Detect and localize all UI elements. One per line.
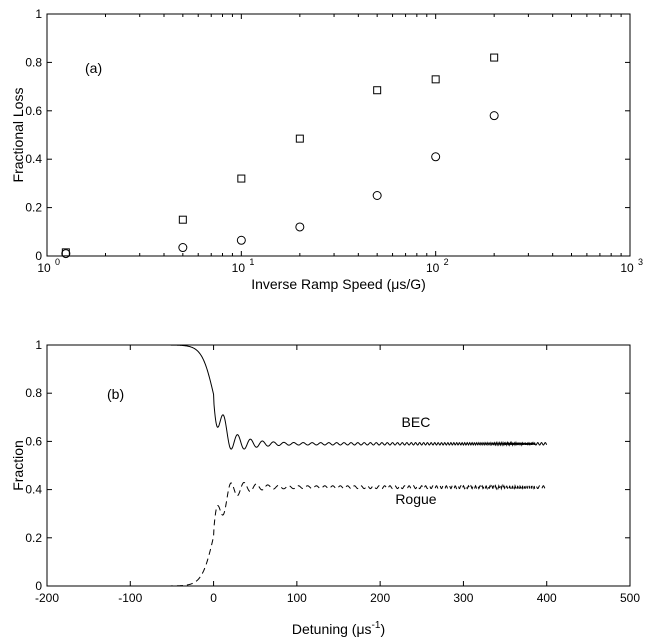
x-tick-label-b: -200 <box>35 591 59 605</box>
y-tick-label-a: 0.6 <box>25 104 42 118</box>
x-tick-label-a: 10 <box>426 261 440 275</box>
y-tick-label-b: 0.6 <box>25 434 42 448</box>
circle-marker <box>431 152 441 162</box>
x-tick-label-a: 10 <box>37 261 51 275</box>
circle-marker <box>295 222 305 232</box>
circle-marker <box>236 235 246 245</box>
panel-label-a: (a) <box>85 60 102 76</box>
bec-fraction-line <box>47 344 548 450</box>
y-tick-label-b: 0.2 <box>25 531 42 545</box>
y-tick-label-b: 0.4 <box>25 483 42 497</box>
circle-marker <box>489 111 499 121</box>
x-tick-label-a: 10 <box>232 261 246 275</box>
x-tick-exponent-a: 2 <box>444 257 449 267</box>
x-tick-exponent-a: 3 <box>638 257 643 267</box>
x-axis-label-sup-b: -1 <box>372 620 381 631</box>
y-axis-label-a: Fractional Loss <box>10 88 26 183</box>
x-tick-label-b: 500 <box>620 591 640 605</box>
x-tick-label-b: 400 <box>537 591 557 605</box>
plot-frame-a <box>46 13 631 257</box>
y-tick-label-a: 0 <box>35 249 42 263</box>
plot-frame-b <box>46 344 631 587</box>
y-tick-label-a: 0.4 <box>25 152 42 166</box>
x-axis-label-end-b: ) <box>380 621 385 637</box>
y-tick-label-a: 0.2 <box>25 201 42 215</box>
square-marker <box>431 75 440 84</box>
y-tick-label-a: 1 <box>35 7 42 21</box>
square-marker <box>295 134 304 143</box>
square-marker <box>373 86 382 95</box>
x-tick-label-b: -100 <box>118 591 142 605</box>
circle-marker <box>372 191 382 200</box>
panel-b-line-chart: 0 0.2 0.4 0.6 0.8 1 -200 -100 0 100 200 300 400 500 De… <box>10 338 640 637</box>
x-tick-label-b: 300 <box>453 591 473 605</box>
x-tick-label-a: 10 <box>620 261 634 275</box>
x-tick-exponent-a: 1 <box>249 257 254 267</box>
x-tick-label-b: 200 <box>370 591 390 605</box>
x-tick-exponent-a: 0 <box>55 257 60 267</box>
x-axis-label-a: Inverse Ramp Speed (μs/G) <box>251 276 426 292</box>
square-marker <box>178 215 187 224</box>
square-marker <box>237 174 246 183</box>
x-tick-label-b: 0 <box>210 591 217 605</box>
x-axis-label-main-b: Detuning (μs <box>292 621 372 637</box>
rogue-fraction-line <box>146 481 548 587</box>
annotation-bec: BEC <box>402 414 431 430</box>
y-tick-label-b: 1 <box>35 338 42 352</box>
x-axis-label-b: Detuning (μs-1) <box>292 620 385 637</box>
x-tick-label-b: 100 <box>287 591 307 605</box>
square-marker <box>490 53 499 62</box>
annotation-rogue: Rogue <box>395 491 436 507</box>
y-tick-label-b: 0.8 <box>25 386 42 400</box>
panel-label-b: (b) <box>107 386 124 402</box>
y-tick-label-b: 0 <box>35 579 42 593</box>
y-axis-label-b: Fraction <box>10 440 26 491</box>
y-tick-label-a: 0.8 <box>25 55 42 69</box>
circle-marker <box>178 243 188 253</box>
circle-marker <box>61 249 71 259</box>
